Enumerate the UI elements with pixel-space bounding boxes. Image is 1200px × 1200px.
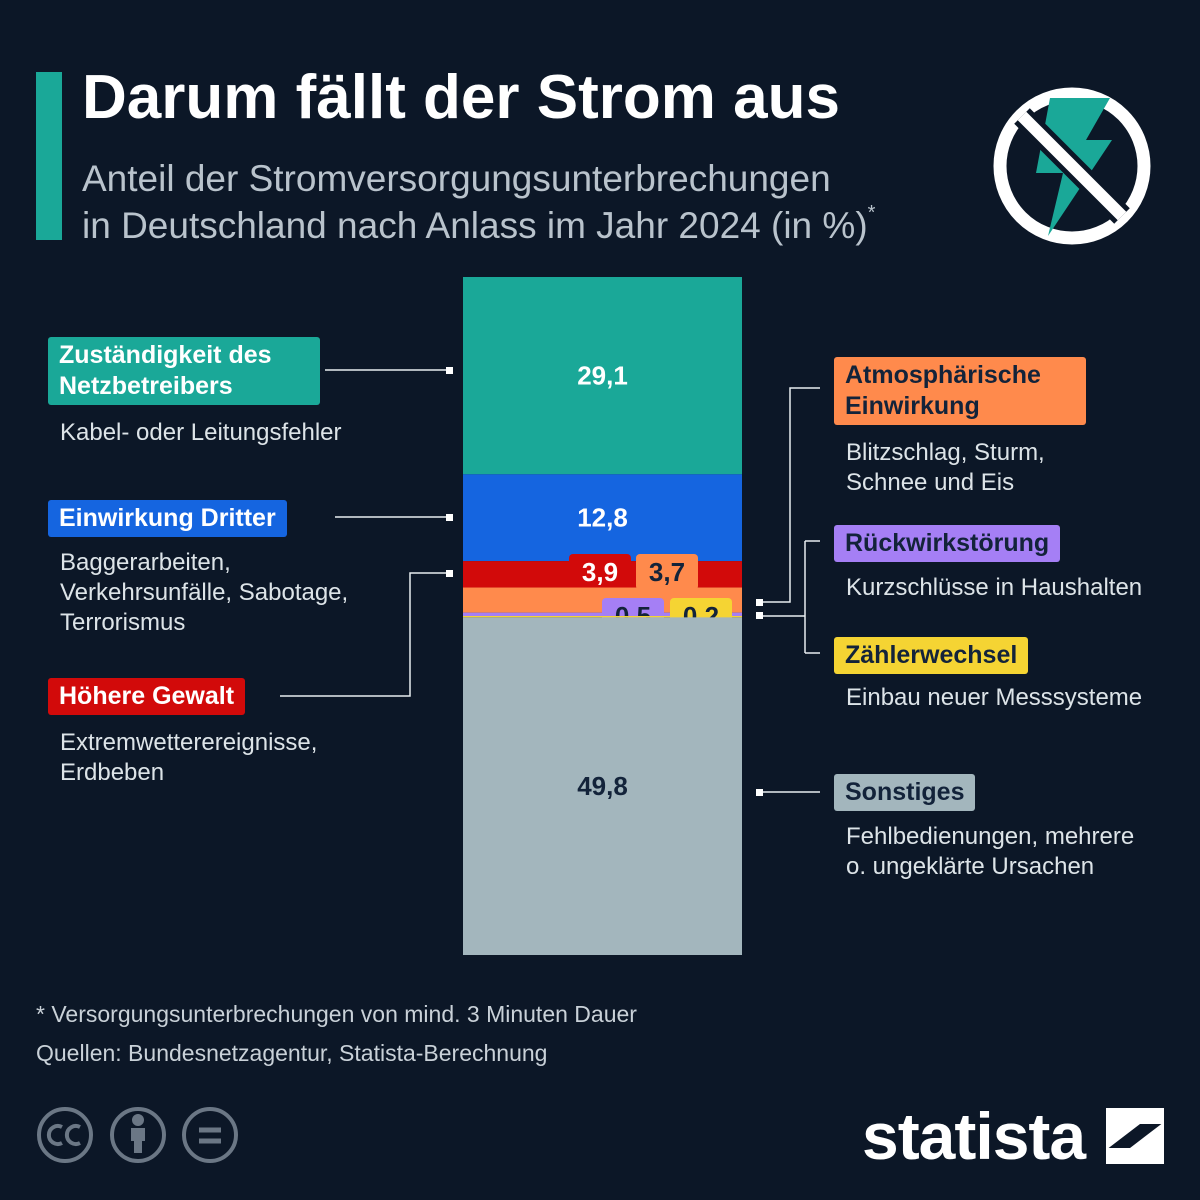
- legend-label: Sonstiges: [834, 774, 976, 811]
- value-label: 12,8: [577, 503, 628, 533]
- legend-label: Höhere Gewalt: [48, 678, 246, 715]
- value-label: 29,1: [577, 361, 628, 391]
- legend-description: Baggerarbeiten,: [60, 549, 231, 576]
- legend-label: Zählerwechsel: [834, 637, 1029, 674]
- legend-description: Extremwetterereignisse,: [60, 729, 318, 756]
- value-label-box: [636, 554, 698, 590]
- legend-label: Zuständigkeit des Netzbetreibers: [48, 337, 320, 405]
- license-icons: [37, 1107, 238, 1163]
- subtitle-line: in Deutschland nach Anlass im Jahr 2024 …: [82, 205, 868, 246]
- bar-segment: [463, 616, 742, 618]
- value-label: 49,8: [577, 771, 628, 801]
- legend-description: o. ungeklärte Ursachen: [846, 853, 1095, 880]
- value-label-box: [569, 554, 631, 590]
- legend-label: Einwirkung Dritter: [48, 500, 287, 537]
- statista-mark: [1106, 1108, 1164, 1164]
- footnote: * Versorgungsunterbrechungen von mind. 3…: [36, 1001, 637, 1027]
- legend-description: Kabel- oder Leitungsfehler: [60, 419, 342, 446]
- value-label: 3,9: [582, 557, 618, 587]
- legend-description: Einbau neuer Messsysteme: [846, 684, 1143, 711]
- bar-segment: [463, 474, 742, 562]
- bar-segment: [463, 617, 742, 955]
- connectors: [280, 369, 820, 793]
- legend-label: Atmosphärische Einwirkung: [834, 357, 1086, 425]
- source: Quellen: Bundesnetzagentur, Statista-Ber…: [36, 1040, 548, 1066]
- brand: statista: [862, 1099, 1086, 1173]
- value-label: 3,7: [649, 557, 685, 587]
- subtitle: Anteil der Stromversorgungsunterbrechung…: [82, 158, 831, 199]
- subtitle: in Deutschland nach Anlass im Jahr 2024 …: [82, 201, 876, 247]
- legend-label: Rückwirkstörung: [834, 525, 1061, 562]
- legend-description: Blitzschlag, Sturm,: [846, 439, 1045, 466]
- title: Darum fällt der Strom aus: [82, 63, 840, 132]
- connector-dots: [446, 367, 763, 796]
- legend-description: Verkehrsunfälle, Sabotage,: [60, 579, 349, 606]
- legend-description: Terrorismus: [60, 609, 186, 636]
- legend-description: Fehlbedienungen, mehrere: [846, 823, 1135, 850]
- subtitle-note: *: [867, 201, 876, 224]
- legend-description: Erdbeben: [60, 759, 165, 786]
- no-power-icon: [993, 87, 1151, 245]
- legend-description: Kurzschlüsse in Haushalten: [846, 574, 1143, 601]
- bar-segment: [463, 277, 742, 475]
- accent-bar: [36, 72, 62, 240]
- legend-description: Schnee und Eis: [846, 469, 1015, 496]
